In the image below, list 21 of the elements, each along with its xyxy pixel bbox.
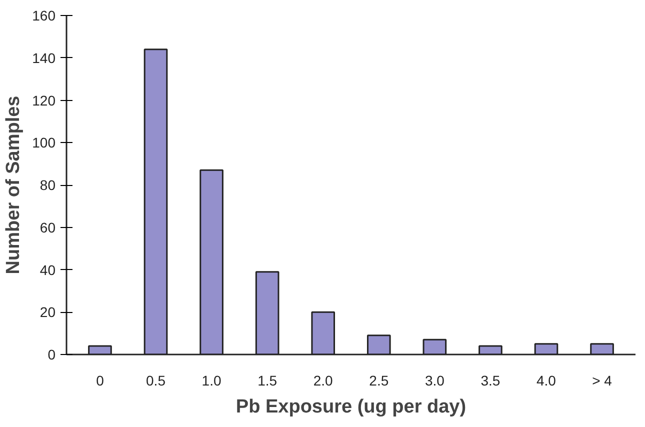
x-tick-label: 4.0 <box>536 372 556 388</box>
x-tick-label: 3.5 <box>480 372 500 388</box>
y-tick-label: 160 <box>32 8 56 24</box>
x-tick-label: > 4 <box>592 372 612 388</box>
x-tick-label: 0.5 <box>146 372 166 388</box>
y-tick-label: 40 <box>40 262 56 278</box>
y-tick-label: 100 <box>32 134 56 151</box>
x-tick-label: 0 <box>96 372 104 388</box>
y-axis-title: Number of Samples <box>3 96 24 274</box>
x-axis-title: Pb Exposure (ug per day) <box>236 396 466 418</box>
x-tick-label: 2.5 <box>369 372 389 388</box>
x-tick-label: 2.0 <box>313 372 334 388</box>
y-tick-label: 60 <box>40 219 56 236</box>
x-tick-label: 1.5 <box>258 372 278 388</box>
x-tick-label: 3.0 <box>424 372 445 388</box>
y-tick-label: 120 <box>32 92 56 108</box>
y-tick-label: 80 <box>40 177 56 193</box>
y-tick-label: 140 <box>32 50 56 66</box>
y-tick-label: 0 <box>48 346 56 362</box>
y-tick-label: 20 <box>40 304 56 320</box>
x-tick-label: 1.0 <box>202 372 222 388</box>
